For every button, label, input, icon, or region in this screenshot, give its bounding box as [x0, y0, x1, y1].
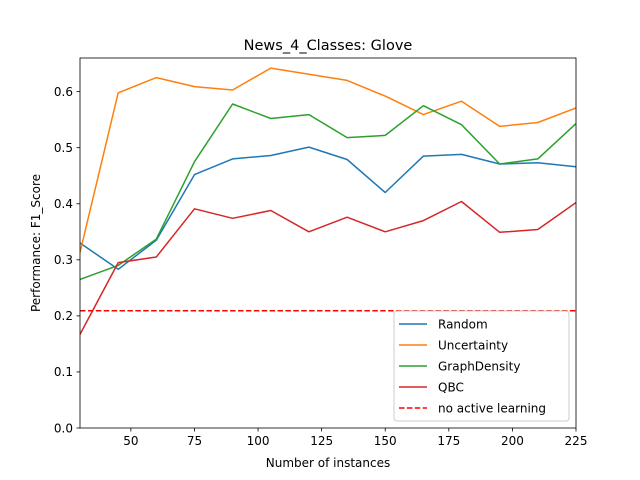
series-line-graphdensity	[80, 103, 576, 281]
y-tick-label: 0.0	[54, 421, 73, 435]
y-axis-label: Performance: F1_Score	[29, 174, 43, 312]
legend-label: QBC	[438, 380, 464, 394]
y-tick-label: 0.2	[54, 309, 73, 323]
series-line-qbc	[80, 200, 576, 335]
legend-label: no active learning	[438, 401, 546, 415]
y-tick-label: 0.5	[54, 141, 73, 155]
series-line-random	[80, 146, 576, 271]
plot-area	[79, 57, 577, 429]
y-tick-label: 0.6	[54, 85, 73, 99]
y-axis: 0.0 0.1 0.2 0.3 0.4 0.5 0.6	[54, 85, 80, 435]
legend-label: Uncertainty	[438, 338, 508, 352]
legend-label: Random	[438, 317, 488, 331]
legend-box	[393, 310, 570, 422]
series-line-uncertainty	[80, 67, 576, 253]
x-tick-label: 175	[437, 434, 460, 448]
y-tick-label: 0.1	[54, 365, 73, 379]
x-tick-label: 225	[565, 434, 588, 448]
x-axis: 50 75 100 125 150 175 200 225	[123, 428, 587, 448]
x-tick-label: 200	[501, 434, 524, 448]
chart-title: News_4_Classes: Glove	[244, 38, 413, 54]
legend-label: GraphDensity	[438, 359, 520, 373]
x-tick-label: 50	[123, 434, 138, 448]
y-tick-label: 0.3	[54, 253, 73, 267]
legend: Random Uncertainty GraphDensity QBC no activ…	[393, 310, 570, 422]
x-tick-label: 75	[187, 434, 202, 448]
x-axis-label: Number of instances	[266, 456, 391, 470]
x-tick-label: 100	[247, 434, 270, 448]
y-tick-label: 0.4	[54, 197, 73, 211]
x-tick-label: 125	[310, 434, 333, 448]
x-tick-label: 150	[374, 434, 397, 448]
plot-frame	[79, 57, 577, 429]
